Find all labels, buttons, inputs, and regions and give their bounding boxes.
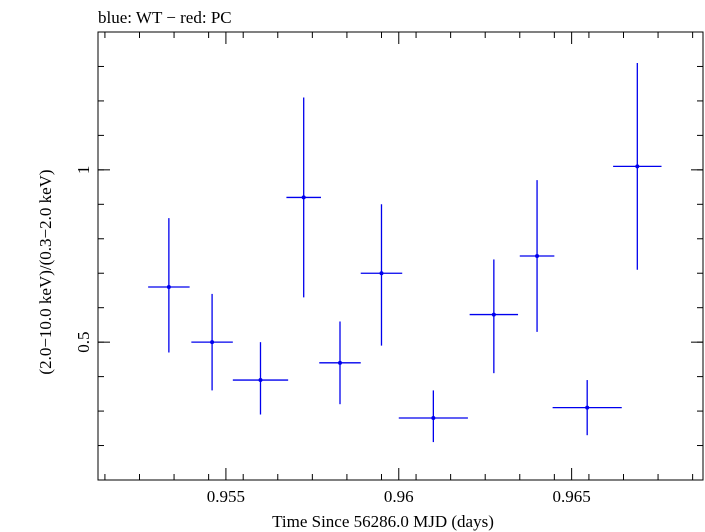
point-marker	[258, 378, 263, 383]
x-tick-label: 0.965	[553, 487, 591, 506]
point-marker	[301, 195, 306, 200]
point-marker	[535, 254, 540, 258]
point-marker	[338, 360, 342, 365]
x-tick-label: 0.955	[207, 487, 245, 506]
data-point	[232, 342, 289, 415]
data-point	[398, 390, 468, 443]
data-point	[552, 380, 622, 436]
y-axis-label: (2.0−10.0 keV)/(0.3−2.0 keV)	[36, 169, 55, 374]
y-axis-ticks: 0.51	[74, 31, 703, 481]
data-series	[148, 63, 662, 443]
data-point	[191, 293, 233, 391]
chart-title: blue: WT − red: PC	[98, 8, 232, 27]
y-tick-label: 0.5	[74, 332, 93, 353]
y-tick-label: 1	[74, 166, 93, 175]
point-marker	[210, 340, 215, 345]
data-point	[319, 321, 361, 405]
point-marker	[635, 164, 640, 169]
point-marker	[491, 312, 496, 317]
data-point	[148, 218, 190, 353]
point-marker	[379, 271, 384, 276]
point-marker	[431, 415, 436, 420]
x-axis-label: Time Since 56286.0 MJD (days)	[272, 512, 494, 531]
plot-frame	[97, 31, 704, 481]
point-marker	[166, 285, 171, 290]
data-point	[613, 63, 662, 270]
data-point	[519, 180, 555, 332]
data-point	[286, 97, 321, 298]
x-axis-ticks: 0.955 0.96 0.965	[104, 32, 694, 506]
point-marker	[585, 405, 590, 410]
data-point	[469, 259, 519, 374]
data-point	[360, 204, 403, 346]
x-tick-label: 0.96	[384, 487, 414, 506]
